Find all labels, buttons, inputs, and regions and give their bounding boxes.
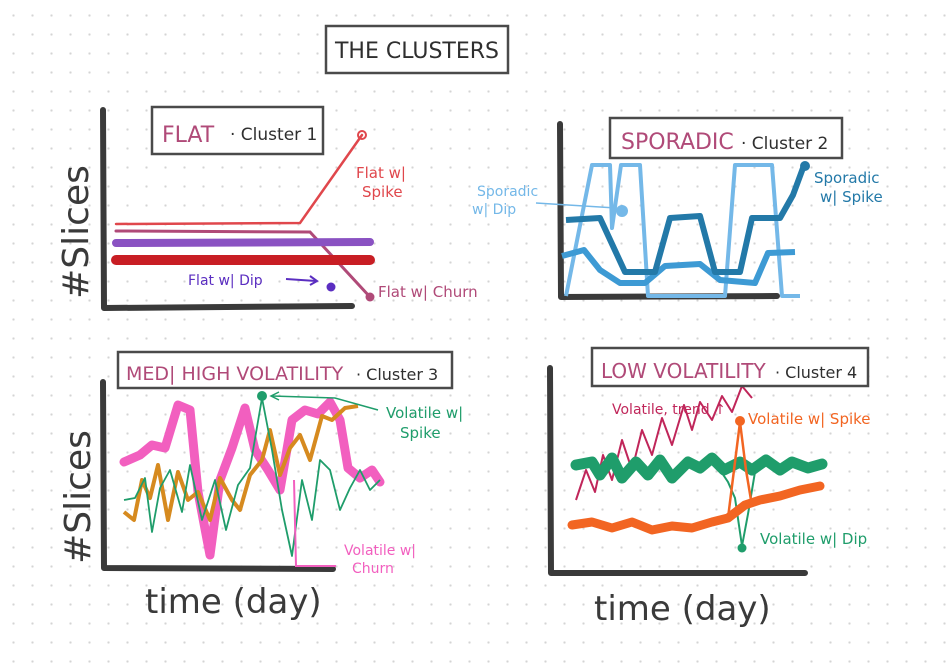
series-volatile-spike-marker-c4 (735, 416, 745, 426)
panel-cluster-2: SPORADIC · Cluster 2 Sporadic w| Dip Spo… (472, 116, 884, 300)
cluster1-axes (100, 107, 355, 311)
cluster3-y-label: #Slices (58, 430, 99, 564)
series-sporadic-dip-marker (616, 205, 628, 217)
cluster4-heading-cluster: · Cluster 4 (775, 363, 857, 382)
annotation-flat-dip: Flat w| Dip (188, 273, 263, 289)
cluster3-heading-box (116, 350, 454, 390)
series-volatile-spike-marker (257, 391, 267, 401)
series-flat-dip-marker (326, 282, 336, 292)
annotation-volatile-spike-c3-line1: Volatile w| (386, 404, 463, 422)
flat-dip-arrow (285, 278, 317, 282)
cluster4-heading-keyword: LOW VOLATILITY (601, 359, 766, 383)
panel-cluster-4: time (day) LOW VOLATILITY · Cluster 4 Vo… (547, 346, 871, 629)
series-volatile-orange (122, 404, 359, 522)
series-volatile-dip-marker (737, 543, 747, 553)
cluster3-axes (100, 379, 336, 572)
annotation-volatile-spike-c3: Volatile w| Spike (386, 404, 468, 442)
cluster2-heading-cluster: · Cluster 2 (741, 134, 828, 154)
cluster1-heading-box (150, 105, 325, 156)
annotation-volatile-churn-line1: Volatile w| (344, 543, 416, 559)
annotation-volatile-churn: Volatile w| Churn (344, 543, 420, 577)
annotation-volatile-churn-line2: Churn (352, 561, 394, 577)
annotation-sporadic-spike-line2: w| Spike (820, 188, 883, 206)
flat-dip-arrowhead (309, 275, 319, 286)
series-volatile-trend (575, 385, 753, 501)
annotation-sporadic-spike: Sporadic w| Spike (814, 169, 884, 206)
annotation-sporadic-spike-line1: Sporadic (814, 169, 880, 187)
volatile-spike-arrowhead (269, 391, 280, 401)
series-sporadic-mid (561, 247, 796, 286)
cluster2-heading-keyword: SPORADIC (621, 130, 734, 155)
series-volatile-green-thick (570, 452, 828, 484)
cluster4-x-label: time (day) (594, 589, 771, 629)
cluster1-y-label: #Slices (56, 165, 97, 299)
series-volatile-churn-tail (293, 479, 336, 567)
cluster4-axes (547, 365, 808, 576)
panel-cluster-1: #Slices FLAT · Cluster 1 Flat w| Spike F… (56, 105, 478, 311)
cluster3-x-label: time (day) (145, 582, 322, 622)
cluster4-heading-box (590, 346, 870, 388)
cluster3-heading-cluster: · Cluster 3 (356, 365, 438, 384)
sporadic-dip-leader (535, 202, 617, 209)
annotation-flat-spike-line1: Flat w| (356, 164, 406, 182)
annotation-volatile-trend: Volatile, trend ↑ (612, 402, 726, 418)
series-sporadic-light (564, 163, 800, 298)
cluster3-heading-keyword: MED| HIGH VOLATILITY (126, 363, 344, 385)
series-volatile-orange-thick (567, 481, 825, 535)
panel-cluster-3: #Slices time (day) MED| HIGH VOLATILITY … (58, 350, 468, 622)
series-flat-purple (112, 238, 374, 247)
series-flat-churn-marker (365, 292, 375, 302)
annotation-sporadic-dip-line2: w| Dip (472, 202, 516, 218)
series-volatile-churn (119, 397, 385, 560)
series-sporadic-dark (565, 166, 806, 275)
cluster1-heading-cluster: · Cluster 1 (230, 125, 317, 145)
series-sporadic-spike-marker (800, 161, 810, 171)
main-title: THE CLUSTERS (324, 24, 510, 75)
annotation-volatile-dip: Volatile w| Dip (760, 530, 867, 548)
annotation-volatile-spike-c3-line2: Spike (400, 424, 441, 442)
series-flat-spike-marker (357, 130, 367, 140)
main-title-box (324, 24, 510, 75)
annotation-sporadic-dip: Sporadic w| Dip (472, 184, 543, 218)
annotation-sporadic-dip-line1: Sporadic (477, 184, 538, 200)
series-volatile-green (123, 397, 381, 557)
series-flat-spike (114, 133, 364, 226)
annotation-flat-spike-line2: Spike (362, 183, 403, 201)
cluster2-heading-box (608, 116, 844, 160)
annotation-flat-churn: Flat w| Churn (378, 283, 478, 301)
annotation-volatile-spike-c4: Volatile w| Spike (748, 410, 871, 428)
series-flat-churn (114, 229, 372, 299)
volatile-spike-leader (271, 395, 379, 411)
main-title-text: THE CLUSTERS (334, 39, 499, 64)
annotation-flat-spike: Flat w| Spike (356, 164, 411, 201)
cluster1-heading-keyword: FLAT (162, 123, 215, 148)
